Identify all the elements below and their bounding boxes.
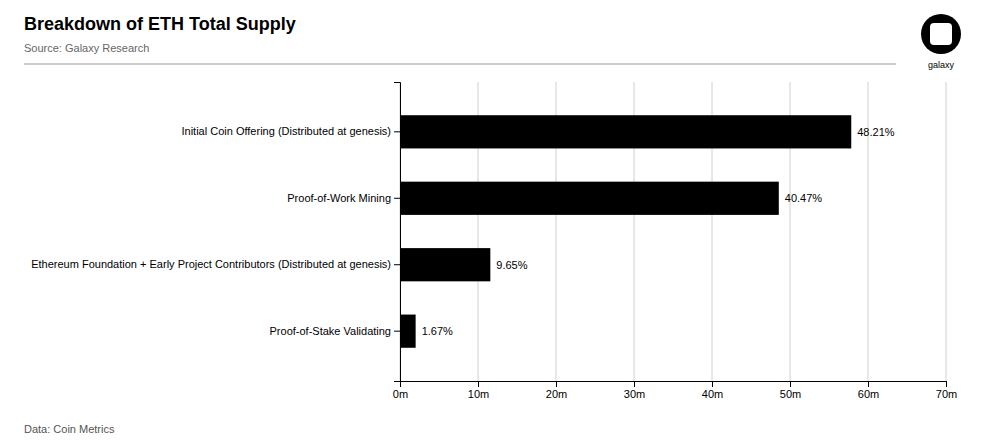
x-tick: 60m	[858, 381, 879, 400]
data-label: 48.21%	[857, 126, 895, 138]
x-tick-mark	[712, 381, 713, 387]
y-tick-label: Proof-of-Stake Validating	[270, 325, 391, 337]
x-tick-mark	[634, 381, 635, 387]
logo: galaxy	[921, 14, 961, 70]
y-axis-line	[394, 83, 401, 382]
y-tick: Initial Coin Offering (Distributed at ge…	[181, 125, 400, 137]
x-tick: 30m	[624, 381, 645, 400]
x-tick-label: 20m	[546, 388, 567, 400]
y-tick-label: Initial Coin Offering (Distributed at ge…	[181, 125, 391, 137]
x-tick-mark	[946, 381, 947, 387]
y-tick: Ethereum Foundation + Early Project Cont…	[31, 258, 400, 270]
x-tick: 70m	[936, 381, 957, 400]
grid	[400, 82, 946, 381]
data-source: Data: Coin Metrics	[24, 423, 115, 435]
chart: Breakdown of ETH Total Supply Source: Gal…	[0, 0, 986, 443]
bar	[400, 182, 779, 215]
logo-square	[930, 23, 952, 45]
y-tick: Proof-of-Work Mining	[287, 192, 400, 204]
logo-text: galaxy	[928, 60, 955, 70]
x-tick-mark	[868, 381, 869, 387]
x-tick-label: 60m	[858, 388, 879, 400]
x-axis-line	[401, 382, 947, 388]
y-tick-mark	[394, 131, 400, 132]
data-label: 40.47%	[785, 192, 823, 204]
plot: 48.21% 40.47% 9.65% 1.67% 0m 10m 20m 30m 40m 50m 6…	[31, 82, 957, 400]
bar	[400, 315, 416, 348]
x-tick: 20m	[546, 381, 567, 400]
x-tick: 0m	[393, 381, 408, 400]
y-axis: Initial Coin Offering (Distributed at ge…	[31, 83, 400, 382]
bar	[400, 115, 851, 148]
data-label: 9.65%	[496, 259, 527, 271]
y-tick: Proof-of-Stake Validating	[270, 325, 400, 337]
y-tick-mark	[394, 331, 400, 332]
x-tick-label: 40m	[702, 388, 723, 400]
grid-line	[946, 82, 947, 381]
data-labels: 48.21% 40.47% 9.65% 1.67%	[422, 126, 895, 337]
bar	[400, 248, 490, 281]
y-tick-label: Proof-of-Work Mining	[287, 192, 391, 204]
x-tick-label: 70m	[936, 388, 957, 400]
logo-circle	[921, 14, 961, 54]
x-tick-label: 50m	[780, 388, 801, 400]
x-tick-label: 0m	[393, 388, 408, 400]
x-tick: 50m	[780, 381, 801, 400]
subtitle: Source: Galaxy Research	[24, 42, 149, 54]
bars	[400, 115, 851, 348]
x-axis: 0m 10m 20m 30m 40m 50m 60m 70m	[393, 381, 957, 400]
x-tick-label: 30m	[624, 388, 645, 400]
x-tick: 40m	[702, 381, 723, 400]
y-tick-mark	[394, 198, 400, 199]
x-tick-label: 10m	[468, 388, 489, 400]
x-tick: 10m	[468, 381, 489, 400]
title: Breakdown of ETH Total Supply	[24, 14, 296, 34]
y-tick-mark	[394, 264, 400, 265]
x-tick-mark	[790, 381, 791, 387]
y-tick-label: Ethereum Foundation + Early Project Cont…	[31, 258, 391, 270]
separator	[24, 64, 896, 65]
data-label: 1.67%	[422, 325, 453, 337]
x-tick-mark	[478, 381, 479, 387]
x-tick-mark	[556, 381, 557, 387]
